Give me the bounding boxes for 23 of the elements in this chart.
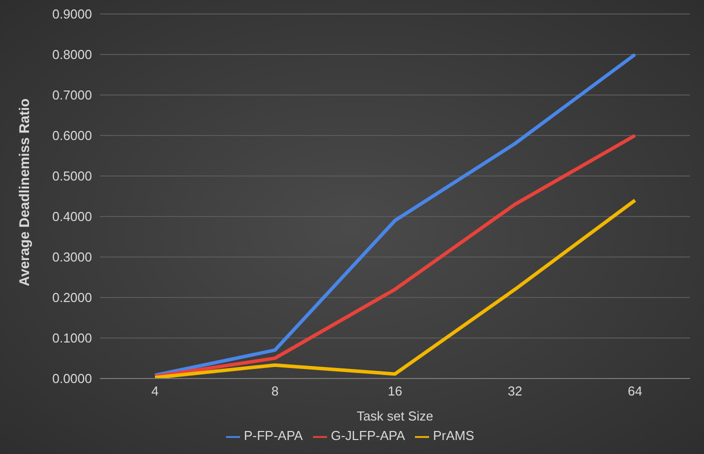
y-tick-label: 0.0000 <box>52 371 92 386</box>
x-axis-title: Task set Size <box>356 408 434 424</box>
line-series <box>153 198 637 378</box>
x-tick-label: 32 <box>508 384 522 399</box>
y-tick-label: 0.5000 <box>52 168 92 184</box>
x-tick-label: 4 <box>151 384 159 399</box>
y-tick-label: 0.8000 <box>52 47 92 62</box>
line-series <box>153 52 637 377</box>
y-tick-label: 0.2000 <box>52 290 92 306</box>
y-tick-label: 0.3000 <box>52 250 92 265</box>
y-tick-label: 0.9000 <box>52 6 92 22</box>
x-tick-label: 8 <box>271 384 279 399</box>
y-tick-label: 0.1000 <box>52 330 92 346</box>
y-tick-label: 0.4000 <box>52 209 92 224</box>
y-tick-label: 0.6000 <box>52 128 92 144</box>
legend-label: G-JLFP-APA <box>330 428 405 444</box>
x-tick-label: 16 <box>388 384 402 399</box>
x-tick-label: 64 <box>628 384 642 399</box>
legend-label: PrAMS <box>433 428 474 444</box>
legend-label: P-FP-APA <box>244 428 303 444</box>
y-axis-title: Average Deadlinemiss Ratio <box>16 98 32 286</box>
line-series <box>153 134 637 378</box>
y-tick-label: 0.7000 <box>52 88 92 103</box>
